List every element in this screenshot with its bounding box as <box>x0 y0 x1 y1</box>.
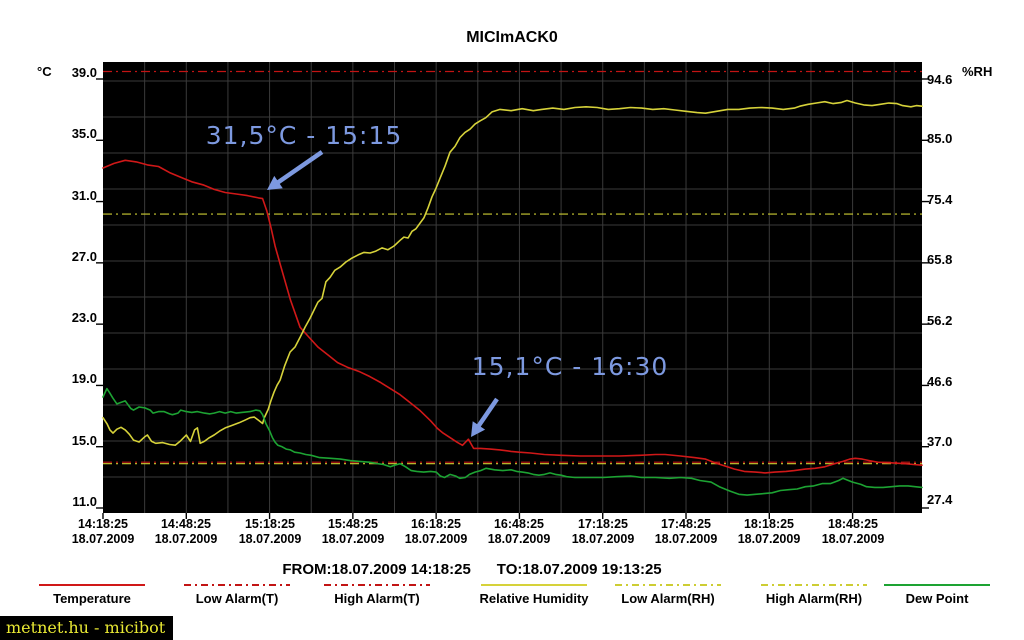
legend-item-high-alarm-rh: High Alarm(RH) <box>744 584 884 606</box>
right-axis-tick: 46.6 <box>927 374 953 389</box>
right-axis-tick: 94.6 <box>927 72 953 87</box>
legend-item-temperature: Temperature <box>22 584 162 606</box>
right-axis-tick: 85.0 <box>927 131 953 146</box>
x-axis-tick: 14:18:25 18.07.2009 <box>57 517 149 547</box>
x-axis-tick: 17:18:25 18.07.2009 <box>557 517 649 547</box>
chart-title: MICImACK0 <box>466 29 558 46</box>
left-axis-tick: 31.0 <box>71 188 97 203</box>
x-axis-tick: 15:48:25 18.07.2009 <box>307 517 399 547</box>
annotation-arrow-low-head <box>471 421 486 437</box>
annotation-temp-low: 15,1°C - 16:30 <box>471 352 669 381</box>
left-axis-tick: 39.0 <box>71 65 97 80</box>
left-axis-tick: 15.0 <box>71 433 97 448</box>
series-dew-point <box>102 387 923 496</box>
high-alarm-rh-line-swatch <box>761 584 867 586</box>
x-axis-tick: 14:48:25 18.07.2009 <box>140 517 232 547</box>
right-axis-tick: 75.4 <box>927 192 953 207</box>
x-tick-time: 14:48:25 <box>160 517 212 531</box>
legend-label: Low Alarm(RH) <box>621 591 715 606</box>
legend-label: High Alarm(RH) <box>765 591 863 606</box>
x-axis-tick: 17:48:25 18.07.2009 <box>640 517 732 547</box>
left-axis-unit-label: °C <box>37 64 52 79</box>
left-axis-tick: 11.0 <box>72 494 97 509</box>
x-tick-date: 18.07.2009 <box>71 532 135 546</box>
x-axis-tick: 16:18:25 18.07.2009 <box>390 517 482 547</box>
dew-point-line-swatch <box>884 584 990 586</box>
right-axis-tick: 27.4 <box>927 492 953 507</box>
legend-label: Temperature <box>53 591 131 606</box>
x-tick-time: 17:18:25 <box>577 517 629 531</box>
legend-item-dew-point: Dew Point <box>867 584 1007 606</box>
right-axis-unit-label: %RH <box>962 64 993 79</box>
x-tick-date: 18.07.2009 <box>321 532 385 546</box>
x-tick-time: 15:18:25 <box>244 517 296 531</box>
x-axis-tick: 18:18:25 18.07.2009 <box>723 517 815 547</box>
high-alarm-t-line-swatch <box>324 584 430 586</box>
x-tick-date: 18.07.2009 <box>238 532 302 546</box>
x-tick-time: 18:18:25 <box>743 517 795 531</box>
left-axis-tick: 19.0 <box>71 371 97 386</box>
x-tick-date: 18.07.2009 <box>154 532 218 546</box>
low-alarm-t-line-swatch <box>184 584 290 586</box>
x-tick-date: 18.07.2009 <box>487 532 551 546</box>
x-tick-date: 18.07.2009 <box>821 532 885 546</box>
legend-label: Relative Humidity <box>479 591 589 606</box>
annotation-temp-peak: 31,5°C - 15:15 <box>205 121 403 150</box>
x-tick-date: 18.07.2009 <box>571 532 635 546</box>
range-from-label: FROM:18.07.2009 14:18:25 <box>282 561 471 578</box>
plot-area <box>103 62 922 513</box>
x-tick-date: 18.07.2009 <box>404 532 468 546</box>
left-axis-tick: 23.0 <box>71 310 97 325</box>
series-relative-humidity <box>102 99 923 447</box>
x-tick-time: 18:48:25 <box>827 517 879 531</box>
legend-item-low-alarm-rh: Low Alarm(RH) <box>598 584 738 606</box>
chart-canvas <box>96 62 929 519</box>
range-to-label: TO:18.07.2009 19:13:25 <box>496 561 662 578</box>
relative-humidity-line-swatch <box>481 584 587 586</box>
series-temperature <box>102 159 923 474</box>
annotation-arrow-low <box>474 397 499 431</box>
legend-label: High Alarm(T) <box>334 591 420 606</box>
annotation-arrow-peak-head <box>267 175 283 190</box>
legend-item-high-alarm-t: High Alarm(T) <box>307 584 447 606</box>
annotation-arrow-peak <box>273 150 324 187</box>
x-axis-tick: 18:48:25 18.07.2009 <box>807 517 899 547</box>
left-axis-tick: 27.0 <box>71 249 97 264</box>
x-tick-time: 15:48:25 <box>327 517 379 531</box>
x-tick-time: 17:48:25 <box>660 517 712 531</box>
x-tick-time: 14:18:25 <box>77 517 129 531</box>
right-axis-tick: 56.2 <box>927 313 953 328</box>
x-axis-tick: 16:48:25 18.07.2009 <box>473 517 565 547</box>
left-axis-tick: 35.0 <box>71 126 97 141</box>
x-tick-time: 16:18:25 <box>410 517 462 531</box>
legend-item-relative-humidity: Relative Humidity <box>464 584 604 606</box>
low-alarm-rh-line-swatch <box>615 584 721 586</box>
right-axis-tick: 65.8 <box>927 252 953 267</box>
watermark: metnet.hu - micibot <box>0 616 174 640</box>
x-tick-date: 18.07.2009 <box>654 532 718 546</box>
x-axis-tick: 15:18:25 18.07.2009 <box>224 517 316 547</box>
x-tick-date: 18.07.2009 <box>737 532 801 546</box>
legend-item-low-alarm-t: Low Alarm(T) <box>167 584 307 606</box>
time-range-footer: FROM:18.07.2009 14:18:25 TO:18.07.2009 19… <box>0 561 944 578</box>
temperature-line-swatch <box>39 584 145 586</box>
legend-label: Dew Point <box>905 591 969 606</box>
x-tick-time: 16:48:25 <box>493 517 545 531</box>
right-axis-tick: 37.0 <box>927 434 953 449</box>
legend-label: Low Alarm(T) <box>195 591 279 606</box>
